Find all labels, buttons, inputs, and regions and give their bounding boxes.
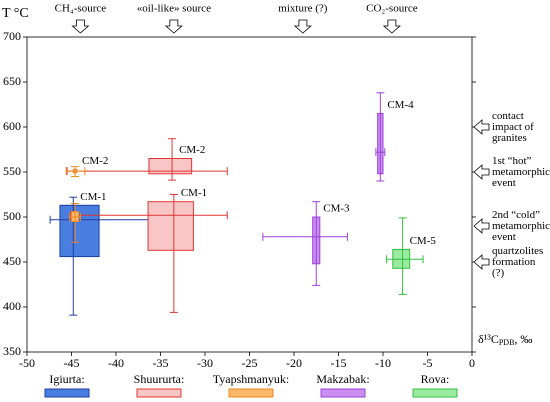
x-axis-label: δ¹³CPDB, ‰ bbox=[478, 332, 532, 347]
down-arrow bbox=[164, 19, 183, 34]
right-annotation: quartzolites formation (?) bbox=[492, 245, 543, 279]
point-label: CM-5 bbox=[410, 235, 437, 247]
annotation-line: (?) bbox=[492, 267, 505, 279]
legend-swatch bbox=[44, 388, 90, 398]
y-tick-label: 500 bbox=[3, 209, 21, 223]
y-tick-label: 650 bbox=[3, 74, 21, 88]
left-arrow bbox=[473, 164, 490, 180]
x-tick-label: -20 bbox=[286, 356, 302, 370]
x-tick-label: -45 bbox=[64, 356, 80, 370]
y-tick-label: 400 bbox=[3, 299, 21, 313]
annotation-line: 1st “hot” bbox=[492, 155, 532, 167]
legend-swatch bbox=[412, 388, 458, 398]
annotation-line: metamorphic bbox=[492, 166, 550, 178]
x-tick-label: -40 bbox=[108, 356, 124, 370]
x-tick-label: -5 bbox=[423, 356, 433, 370]
x-tick-label: -15 bbox=[331, 356, 347, 370]
legend-label: Makzabak: bbox=[316, 372, 369, 386]
top-annotation: «oil-like» source bbox=[137, 3, 211, 15]
annotation-line: metamorphic bbox=[492, 220, 550, 232]
y-tick-label: 350 bbox=[3, 344, 21, 358]
x-label-tail: , ‰ bbox=[514, 332, 532, 346]
annotation-line: quartzolites bbox=[492, 245, 543, 257]
x-tick-label: 0 bbox=[469, 356, 475, 370]
point-label: CM-2 bbox=[82, 155, 108, 167]
annotation-line: formation bbox=[492, 256, 536, 268]
y-axis-label: T °C bbox=[2, 6, 29, 21]
annotation-line: contact bbox=[492, 110, 524, 122]
left-arrow bbox=[473, 218, 490, 234]
point-label: CM-2 bbox=[179, 144, 205, 156]
annotation-line: granites bbox=[492, 132, 527, 144]
right-annotation: contact impact of granites bbox=[492, 110, 534, 144]
y-tick-label: 550 bbox=[3, 164, 21, 178]
range-box bbox=[59, 204, 100, 258]
legend-label: Rova: bbox=[421, 372, 450, 386]
left-arrow bbox=[473, 119, 490, 135]
down-arrow bbox=[293, 19, 312, 34]
down-arrow bbox=[71, 19, 90, 34]
x-tick-label: -50 bbox=[19, 356, 35, 370]
down-arrow bbox=[382, 19, 401, 34]
legend-label: Igiurta: bbox=[49, 372, 84, 386]
right-annotation: 1st “hot” metamorphic event bbox=[492, 155, 550, 189]
x-tick-label: -35 bbox=[153, 356, 169, 370]
point-label: CM-3 bbox=[323, 203, 350, 215]
y-tick-label: 450 bbox=[3, 254, 21, 268]
point-label: CM-1 bbox=[181, 187, 207, 199]
top-annotation: mixture (?) bbox=[278, 3, 328, 15]
right-annotation: 2nd “cold” metamorphic event bbox=[492, 209, 550, 243]
range-box bbox=[147, 201, 194, 251]
legend-label: Tyapshmanyuk: bbox=[213, 372, 289, 386]
point-label: CM-1 bbox=[80, 191, 106, 203]
top-annotation: CO₂-source bbox=[366, 3, 418, 15]
point-label: CM-4 bbox=[387, 99, 414, 111]
annotation-line: event bbox=[492, 177, 516, 189]
legend-swatch bbox=[228, 388, 274, 398]
legend-swatch bbox=[136, 388, 182, 398]
y-tick-label: 600 bbox=[3, 119, 21, 133]
x-tick-label: -10 bbox=[375, 356, 391, 370]
top-annotation: CH₄-source bbox=[55, 3, 107, 15]
y-tick-label: 700 bbox=[3, 29, 21, 43]
legend-swatch bbox=[320, 388, 366, 398]
annotation-line: impact of bbox=[492, 121, 534, 133]
legend-label: Shuururta: bbox=[134, 372, 185, 386]
range-box bbox=[148, 158, 193, 175]
left-arrow bbox=[473, 254, 490, 270]
annotation-line: 2nd “cold” bbox=[492, 209, 540, 221]
x-tick-label: -30 bbox=[197, 356, 213, 370]
x-label-sub: PDB bbox=[499, 338, 515, 347]
x-label-main: δ¹³C bbox=[478, 332, 499, 346]
annotation-line: event bbox=[492, 231, 516, 243]
x-tick-label: -25 bbox=[242, 356, 258, 370]
